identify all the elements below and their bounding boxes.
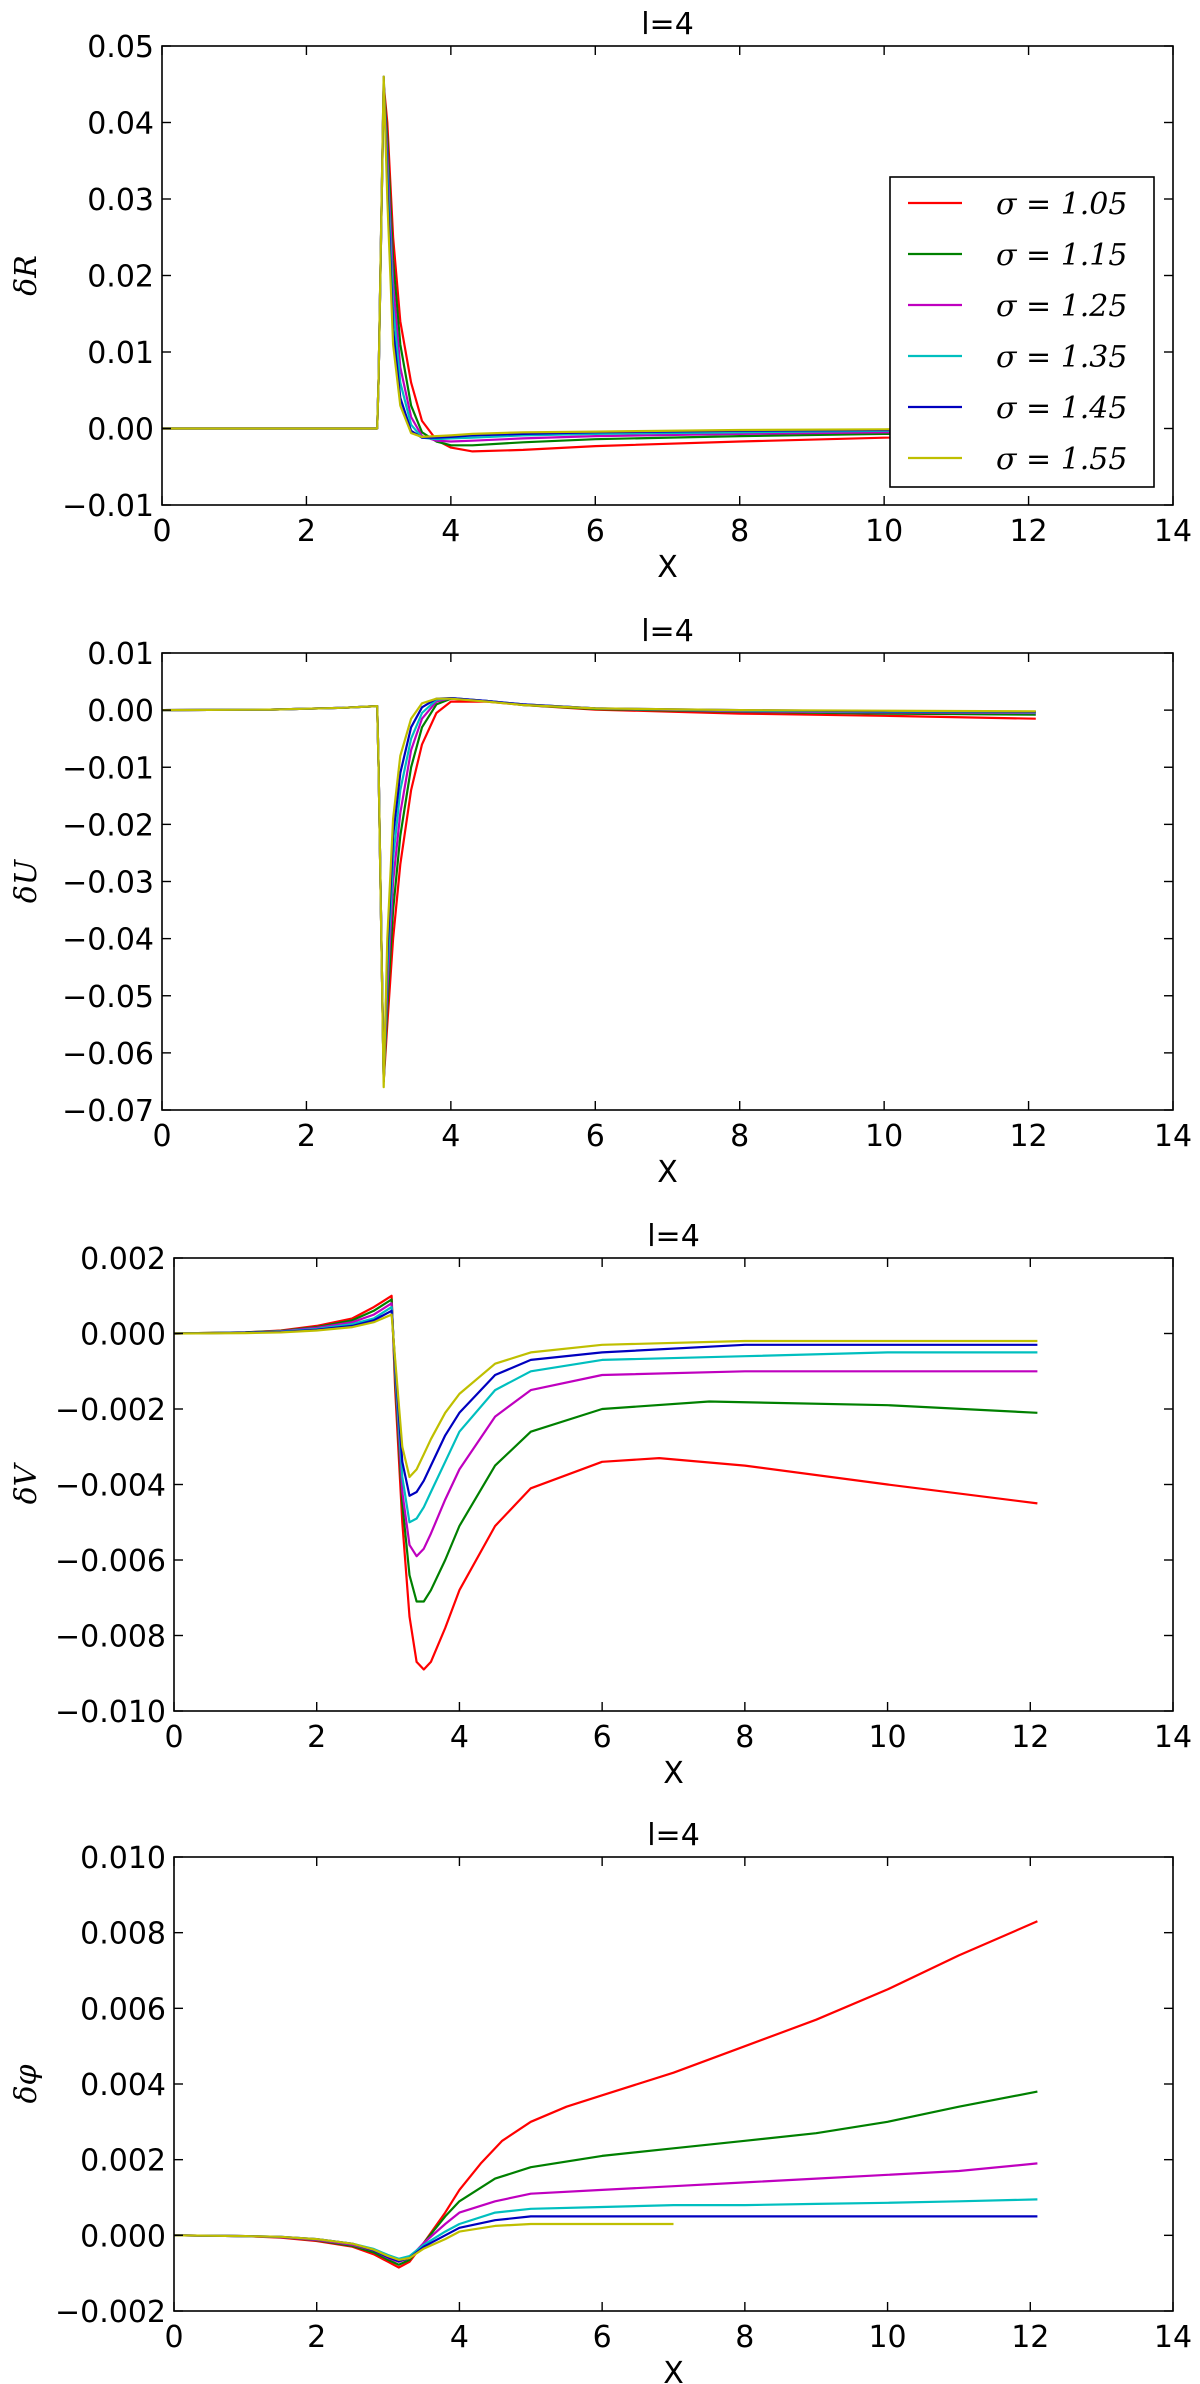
x-tick-label: 14: [1154, 2320, 1192, 2355]
legend-entry: σ = 1.05: [996, 187, 1127, 222]
legend-entry: σ = 1.15: [996, 238, 1127, 273]
y-tick-label: 0.004: [80, 2068, 166, 2103]
x-tick-label: 10: [868, 2320, 906, 2355]
y-tick-label: 0.00: [87, 694, 154, 729]
series-group: [174, 1294, 1038, 1671]
y-tick-label: −0.03: [62, 866, 154, 901]
y-tick-label: −0.02: [62, 808, 154, 843]
y-tick-label: 0.04: [87, 107, 154, 142]
x-tick-label: 6: [593, 2320, 612, 2355]
y-axis-label: δR: [9, 255, 44, 296]
y-tick-label: 0.002: [80, 2144, 166, 2179]
chart-panel-2: 0 2 4 6 8 10 12 14 −0.07 −0.06 −0.05 −0.04 −0.03 −0.0…: [9, 614, 1192, 1190]
series-group: [174, 1920, 1038, 2269]
y-tick-label: −0.01: [62, 751, 154, 786]
y-tick-label: 0.000: [80, 2219, 166, 2254]
y-tick-label: 0.002: [80, 1242, 166, 1277]
series-group: [162, 697, 1036, 1089]
x-tick-label: 0: [164, 1720, 183, 1755]
x-tick-label: 4: [441, 1119, 460, 1154]
x-tick-label: 12: [1009, 1119, 1047, 1154]
x-tick-label: 4: [450, 1720, 469, 1755]
y-tick-label: 0.02: [87, 260, 154, 295]
series-line-6: [162, 697, 1036, 1089]
chart-panel-3: 0 2 4 6 8 10 12 14 −0.010 −0.008 −0.006 −0.004 −0.00…: [9, 1219, 1192, 1791]
chart-panel-1: 0 2 4 6 8 10 12 14 −0.01 0.00 0.01 0.02 0.03 0.04 0.05…: [9, 7, 1192, 585]
y-tick-label: 0.01: [87, 336, 154, 371]
legend-box: [889, 176, 1155, 488]
x-tick-label: 0: [152, 1119, 171, 1154]
legend-entry: σ = 1.45: [996, 391, 1127, 426]
x-tick-label: 8: [735, 2320, 754, 2355]
y-tick-label: −0.008: [55, 1620, 166, 1655]
x-tick-label: 0: [152, 514, 171, 549]
x-axis-label: X: [657, 550, 678, 585]
x-tick-label: 2: [297, 514, 316, 549]
legend-entry: σ = 1.25: [996, 289, 1127, 324]
x-tick-label: 4: [441, 514, 460, 549]
y-tick-label: 0.006: [80, 1992, 166, 2027]
x-tick-label: 10: [865, 1119, 903, 1154]
y-tick-label: −0.002: [55, 1393, 166, 1428]
y-tick-label: −0.05: [62, 980, 154, 1015]
y-tick-label: −0.01: [62, 489, 154, 524]
x-tick-label: 6: [586, 1119, 605, 1154]
y-tick-label: 0.01: [87, 637, 154, 672]
series-line-1: [174, 1294, 1038, 1671]
x-tick-label: 2: [297, 1119, 316, 1154]
x-tick-label: 6: [586, 514, 605, 549]
y-tick-label: −0.07: [62, 1094, 154, 1129]
x-axis-label: X: [663, 2356, 684, 2384]
y-tick-label: −0.004: [55, 1469, 166, 1504]
legend-entry: σ = 1.55: [996, 442, 1127, 477]
x-tick-label: 12: [1011, 2320, 1049, 2355]
series-group: [162, 75, 1036, 453]
series-line-6: [174, 2222, 674, 2261]
y-tick-label: −0.04: [62, 923, 154, 958]
series-line-3: [174, 1302, 1038, 1558]
x-tick-label: 2: [307, 1720, 326, 1755]
series-line-6: [162, 75, 1036, 438]
x-tick-label: 0: [164, 2320, 183, 2355]
legend-entry: σ = 1.35: [996, 340, 1127, 375]
y-axis-label: δU: [9, 858, 44, 903]
chart-title: l=4: [641, 7, 694, 42]
y-tick-label: 0.00: [87, 413, 154, 448]
x-axis-label: X: [657, 1155, 678, 1190]
legend: σ = 1.05 σ = 1.15 σ = 1.25 σ = 1.35 σ = 1.45…: [889, 176, 1155, 488]
x-tick-label: 14: [1154, 1119, 1192, 1154]
y-tick-label: 0.000: [80, 1318, 166, 1353]
x-tick-label: 8: [730, 1119, 749, 1154]
y-axis-label: δφ: [9, 2064, 44, 2103]
y-tick-label: 0.03: [87, 183, 154, 218]
y-tick-label: −0.06: [62, 1037, 154, 1072]
chart-title: l=4: [647, 1219, 700, 1254]
y-tick-label: 0.010: [80, 1841, 166, 1876]
chart-title: l=4: [641, 614, 694, 649]
y-tick-label: 0.008: [80, 1917, 166, 1952]
x-tick-label: 8: [730, 514, 749, 549]
y-axis-label: δV: [9, 1461, 44, 1504]
y-tick-label: 0.05: [87, 30, 154, 65]
y-tick-label: −0.010: [55, 1695, 166, 1730]
series-line-6: [174, 1313, 1038, 1479]
x-tick-label: 14: [1154, 514, 1192, 549]
chart-panel-4: 0 2 4 6 8 10 12 14 −0.002 0.000 0.002 0.004 0.006 0.0…: [9, 1818, 1192, 2384]
x-tick-label: 4: [450, 2320, 469, 2355]
chart-title: l=4: [647, 1818, 700, 1853]
x-tick-label: 2: [307, 2320, 326, 2355]
x-axis-label: X: [663, 1756, 684, 1791]
y-tick-label: −0.002: [55, 2295, 166, 2330]
y-tick-label: −0.006: [55, 1544, 166, 1579]
x-tick-label: 10: [868, 1720, 906, 1755]
x-tick-label: 14: [1154, 1720, 1192, 1755]
x-tick-label: 8: [735, 1720, 754, 1755]
x-tick-label: 12: [1009, 514, 1047, 549]
x-tick-label: 10: [865, 514, 903, 549]
x-tick-label: 6: [593, 1720, 612, 1755]
x-tick-label: 12: [1011, 1720, 1049, 1755]
